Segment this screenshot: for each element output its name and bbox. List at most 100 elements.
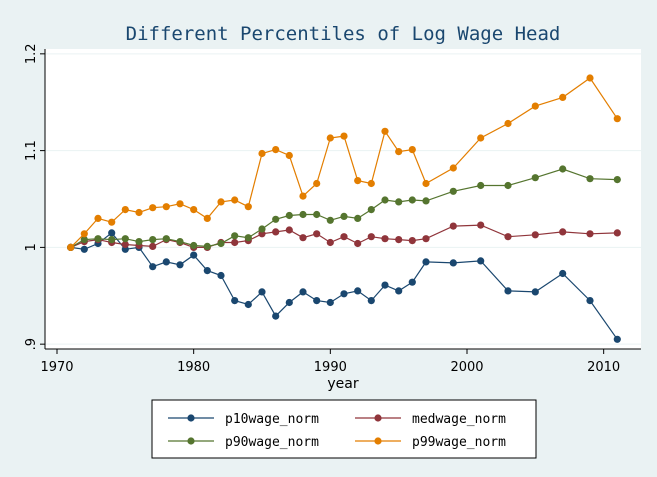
data-point [477,257,485,265]
data-point [340,132,348,140]
data-point [559,228,567,236]
series-p10wage_norm [67,229,621,343]
data-point [326,216,334,224]
data-point [326,298,334,307]
data-point [449,187,457,195]
data-point [477,221,485,229]
data-point [190,206,198,214]
data-point [586,230,594,238]
data-point [367,233,375,241]
data-point [477,134,485,142]
data-point [326,238,334,247]
data-point [162,203,170,211]
y-tick-label: 1 [24,243,39,251]
data-point [203,214,211,222]
data-point [299,192,307,200]
data-point [504,119,512,128]
data-point [504,233,512,241]
data-point [449,164,457,172]
legend-box [151,399,537,459]
data-point [613,335,621,343]
data-point [313,210,321,219]
data-point [67,243,75,251]
series-line [70,168,618,248]
series-p99wage_norm [67,74,621,251]
series-line [70,232,618,340]
x-ticks: 1970 1980 1990 2000 2010 [40,349,620,375]
data-point [149,236,157,244]
data-point [162,258,170,266]
data-point [121,206,129,214]
data-point [367,206,375,214]
data-point [531,174,539,182]
data-point [408,196,416,204]
legend-item-p10wage_norm: p10wage_norm [168,412,319,427]
data-point [531,102,539,110]
data-point [340,212,348,220]
data-point [354,287,362,295]
data-point [149,242,157,250]
data-point [231,232,239,240]
data-point [299,288,307,296]
x-tick-label: 2010 [587,360,620,375]
data-point [299,234,307,242]
plot-area [45,49,641,349]
data-point [272,312,280,320]
data-point [258,288,266,296]
x-axis-title: year [327,376,358,392]
data-point [176,261,184,269]
data-point [258,225,266,233]
data-point [80,245,88,253]
data-point [135,238,143,246]
data-point [586,297,594,305]
data-point [559,93,567,101]
data-point [162,235,170,243]
y-ticks: .9 1 1.1 1.2 [24,43,45,350]
series-layer [67,74,621,343]
data-point [531,231,539,239]
data-point [285,211,293,220]
data-point [326,134,334,142]
legend-marker [374,414,382,422]
data-point [244,300,252,309]
data-point [381,196,389,204]
data-point [108,236,116,244]
data-point [176,200,184,208]
data-point [559,165,567,173]
data-point [354,177,362,185]
data-point [613,229,621,237]
legend-item-p99wage_norm: p99wage_norm [355,435,506,450]
data-point [477,181,485,190]
data-point [449,222,457,230]
legend-label: p90wage_norm [225,435,319,450]
data-point [381,127,389,135]
data-point [559,269,567,278]
x-tick-label: 1990 [314,360,347,375]
data-point [203,242,211,250]
legend-label: p10wage_norm [225,412,319,427]
data-point [149,263,157,271]
data-point [258,149,266,158]
data-point [80,236,88,244]
data-point [108,218,116,226]
data-point [381,235,389,243]
data-point [299,210,307,219]
data-point [272,146,280,154]
data-point [135,208,143,217]
data-point [613,176,621,184]
data-point [504,287,512,295]
legend-marker [187,437,195,445]
data-point [190,241,198,250]
x-tick-label: 2000 [450,360,483,375]
data-point [272,215,280,223]
data-point [395,148,403,156]
data-point [340,290,348,298]
data-point [395,287,403,295]
data-point [422,179,430,188]
data-point [408,237,416,245]
data-point [121,235,129,243]
data-point [449,259,457,267]
data-point [586,74,594,82]
data-point [285,226,293,234]
data-point [217,239,225,248]
